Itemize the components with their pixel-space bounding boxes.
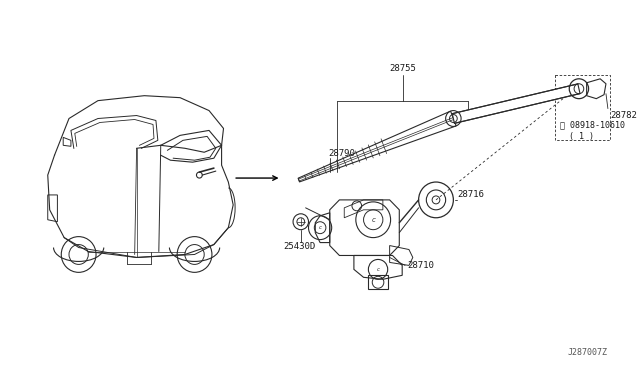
Text: c: c xyxy=(376,267,380,272)
Polygon shape xyxy=(452,84,580,124)
Text: 28755: 28755 xyxy=(389,64,416,73)
Text: 25430D: 25430D xyxy=(284,241,316,251)
Text: 28716: 28716 xyxy=(457,190,484,199)
Text: ( 1 ): ( 1 ) xyxy=(569,132,595,141)
Text: c: c xyxy=(319,225,321,230)
Text: 28782: 28782 xyxy=(610,110,637,119)
Text: Ⓝ 08918-10610: Ⓝ 08918-10610 xyxy=(559,121,625,129)
Text: 28790: 28790 xyxy=(328,149,355,158)
Text: J287007Z: J287007Z xyxy=(568,348,608,357)
Text: c: c xyxy=(371,217,375,223)
Text: 28710: 28710 xyxy=(407,261,434,270)
